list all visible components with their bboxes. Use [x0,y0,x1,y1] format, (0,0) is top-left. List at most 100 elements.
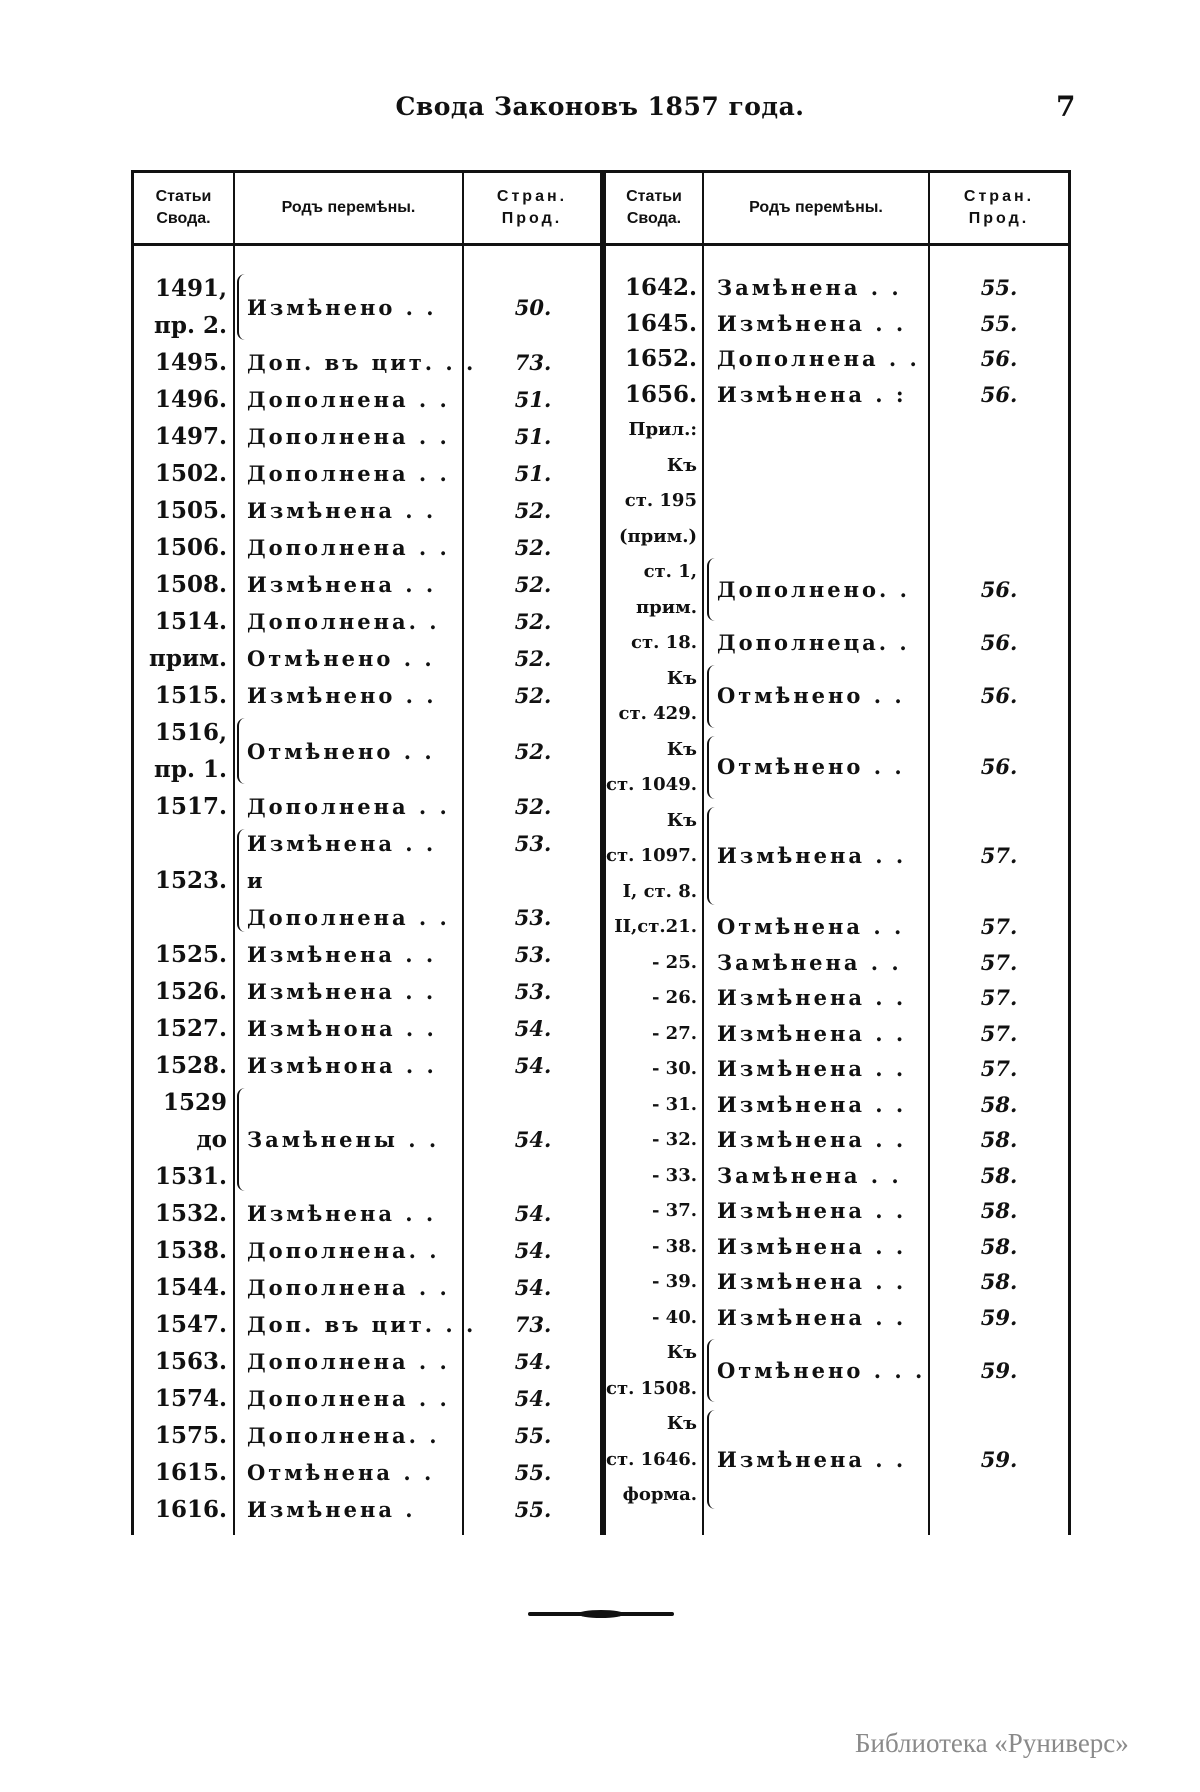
page-cell: 58. [929,1264,1069,1300]
table-row: II,ст.21. Отмѣнена . . 57. [603,909,1069,945]
page-cell-text: 52. [514,572,552,597]
change-cell-text: Дополнена. . [247,1238,440,1263]
change-cell: Измѣнена . . [703,1051,929,1087]
article-cell: 1563. [131,1343,233,1380]
change-cell-text: Замѣнены . . [247,1127,440,1152]
change-cell: Дополнена . . [703,341,929,377]
article-cell-text: - 25. [651,951,697,973]
change-cell-text: Дополнена . . [247,424,450,449]
page-cell: 73. [464,1306,602,1343]
page-cell: 56. [929,732,1069,803]
table-row: ст. 1, прим. Дополнено. . 56. [603,554,1069,625]
article-cell: 1547. [131,1306,233,1343]
change-cell-text: Измѣнена . . [247,942,437,967]
article-cell: прим. [131,640,233,677]
change-cell-text: Измѣнена . . [717,1233,907,1259]
page-cell-text: 57. [980,985,1018,1010]
page-cell-text: 52. [514,609,552,634]
change-cell: Измѣнена . . [703,1406,929,1513]
article-cell-text: ст. 1508. [605,1377,697,1399]
article-cell-text: 1652. [624,345,697,372]
table-row: 1544. Дополнена . . 54. [131,1269,602,1306]
page-cell-text: 58. [980,1233,1018,1259]
change-cell-text: Дополнена . . [717,346,920,371]
article-cell-text: прим. [635,596,697,618]
table-row: 1645. Измѣнена . . 55. [603,306,1069,342]
article-cell-text: форма. [622,1484,697,1505]
page-cell: 53. [464,973,602,1010]
article-cell-text: - 30. [651,1058,697,1079]
article-cell-text: - 37. [651,1200,697,1221]
article-cell-text: Къ [666,454,697,476]
change-cell: Измѣнено . . [233,270,464,344]
change-cell: Дополнена . . [233,1269,464,1306]
change-cell-text: Отмѣнено . . [247,738,435,764]
page-cell-text: 52. [514,738,552,764]
page-cell [929,412,1069,554]
article-cell: 1642. [603,270,703,306]
page-cell-text: 58. [980,1162,1018,1188]
article-cell: 1575. [131,1417,233,1454]
page-title: Свода Законовъ 1857 года. [395,92,805,121]
article-cell: - 38. [603,1229,703,1265]
article-cell: ст. 18. [603,625,703,661]
page-cell-text: 55. [514,1460,552,1485]
page-cell: 53. 53. [464,825,602,936]
article-cell-text: - 31. [651,1093,697,1115]
change-cell-text: Дополнено. . [717,576,910,602]
change-cell-text [717,465,929,501]
change-cell-text: Измѣнена . . [717,1091,907,1117]
change-cell: Дополнена. . [233,1417,464,1454]
change-cell-text: Измѣнона . . [247,1053,437,1078]
change-cell: Измѣнена . . [703,1122,929,1158]
change-cell: Измѣнена . . [233,973,464,1010]
article-cell: 1491, пр. 2. [131,270,233,344]
header-change: Родъ перемѣны. [235,173,462,243]
page-cell: 54. [464,1343,602,1380]
page-cell: 57. [929,803,1069,910]
page-cell: 54. [464,1232,602,1269]
page-cell: 55. [464,1417,602,1454]
ornament-rule [528,1610,674,1618]
table-row: - 30. Измѣнена . . 57. [603,1051,1069,1087]
change-cell: Измѣнена . . [703,1016,929,1052]
change-cell: Дополнена . . [233,455,464,492]
page-cell: 53. [464,936,602,973]
table-row: - 39. Измѣнена . . 58. [603,1264,1069,1300]
article-cell-text: 1563. [154,1348,227,1375]
table-row: 1529 до 1531. Замѣнены . . 54. [131,1084,602,1195]
header-page-line: Прод. [501,210,563,227]
article-cell-text: 1529 [162,1089,227,1116]
table-row: Къ ст. 1049. Отмѣнено . . 56. [603,732,1069,803]
change-cell: Замѣнена . . [703,270,929,306]
change-cell-text: Измѣнено . . [247,294,437,320]
brace-mark [707,664,716,728]
article-cell: - 33. [603,1158,703,1194]
change-cell: Замѣнена . . [703,945,929,981]
change-cell-text: и [247,868,266,893]
table-row: ст. 18. Дополнеца. . 56. [603,625,1069,661]
table-row: 1514. Дополнена. . 52. [131,603,602,640]
change-cell: Отмѣнено . . [703,661,929,732]
change-cell: Измѣнена . . [703,1300,929,1336]
header-change-label: Родъ перемѣны. [749,199,883,216]
article-cell-text: 1616. [154,1496,227,1523]
change-cell-text: Доп. въ цит. . . [247,1312,477,1337]
header-page-line: Стран. [963,188,1035,205]
change-cell-text: Доп. въ цит. . . [247,350,477,375]
change-cell-text: Дополнена . . [247,905,450,930]
article-cell: - 25. [603,945,703,981]
article-cell-text: 1645. [624,309,697,337]
page-cell: 59. [929,1300,1069,1336]
article-cell: Прил.: Къ ст. 195 (прим.) [603,412,703,554]
page-cell: 57. [929,1051,1069,1087]
article-cell: 1538. [131,1232,233,1269]
page-cell-text: 57. [980,914,1018,939]
article-cell: 1515. [131,677,233,714]
table-row: 1652. Дополнена . . 56. [603,341,1069,377]
table-row: 1497. Дополнена . . 51. [131,418,602,455]
change-cell-text: Отмѣнена . . [247,1460,435,1485]
article-cell-text: Къ [666,1413,697,1434]
article-cell-text: 1531. [154,1163,227,1190]
page-cell: 51. [464,418,602,455]
